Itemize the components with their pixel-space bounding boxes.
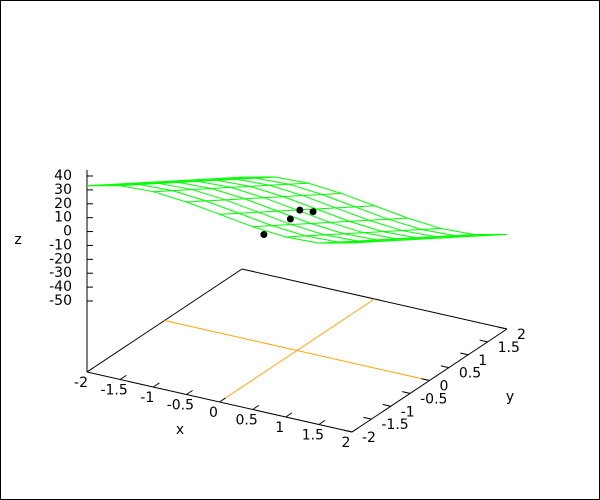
z-tick-label: 40 bbox=[54, 168, 72, 184]
y-tick-label: 1 bbox=[478, 353, 487, 369]
y-tick bbox=[440, 365, 449, 369]
surface-line bbox=[86, 176, 243, 187]
x-tick bbox=[186, 389, 193, 395]
surface-line bbox=[186, 192, 342, 203]
y-tick-label: 0 bbox=[440, 379, 449, 395]
data-point bbox=[286, 215, 294, 223]
z-tick-label: -10 bbox=[49, 237, 72, 253]
y-axis-label: y bbox=[506, 389, 514, 405]
y-tick bbox=[498, 326, 508, 330]
x-axis-label: x bbox=[176, 422, 184, 438]
data-point bbox=[309, 208, 317, 216]
z-tick-label: -30 bbox=[49, 265, 72, 281]
y-tick-label: -2 bbox=[362, 430, 376, 446]
z-tick-label: -40 bbox=[49, 279, 72, 295]
x-tick-label: 0.5 bbox=[235, 413, 257, 429]
x-tick-label: -1.5 bbox=[100, 383, 127, 399]
x-tick-label: -2 bbox=[74, 375, 88, 391]
x-tick bbox=[285, 412, 293, 418]
x-tick bbox=[119, 374, 127, 380]
y-tick-label: 1.5 bbox=[498, 340, 520, 356]
x-tick bbox=[219, 397, 226, 403]
z-tick-label: 0 bbox=[63, 224, 72, 240]
y-tick-label: 2 bbox=[517, 327, 526, 343]
x-tick-label: -0.5 bbox=[167, 398, 194, 414]
x-tick-label: 0 bbox=[209, 405, 218, 421]
x-tick bbox=[252, 404, 260, 410]
surface-line bbox=[153, 182, 309, 193]
x-tick-label: 2 bbox=[342, 435, 351, 451]
x-tick bbox=[351, 427, 359, 433]
y-tick bbox=[363, 416, 372, 420]
data-point bbox=[296, 206, 304, 214]
surface-line bbox=[318, 234, 474, 244]
data-point bbox=[260, 231, 268, 238]
x-tick-label: 1 bbox=[275, 420, 284, 436]
z-tick-label: -50 bbox=[49, 293, 72, 309]
y-tick bbox=[343, 429, 353, 433]
z-tick-label: -20 bbox=[49, 251, 72, 267]
y-tick-label: 0.5 bbox=[459, 366, 481, 382]
zero-axis bbox=[164, 320, 430, 381]
y-tick-label: -1.5 bbox=[381, 417, 408, 433]
y-tick bbox=[479, 339, 488, 343]
x-tick bbox=[86, 367, 94, 373]
x-tick-label: 1.5 bbox=[302, 428, 324, 444]
x-tick bbox=[318, 419, 326, 425]
y-tick bbox=[460, 352, 469, 356]
z-tick-label: 10 bbox=[54, 210, 72, 226]
z-tick-label: 30 bbox=[54, 182, 72, 198]
y-tick bbox=[402, 391, 411, 394]
x-tick bbox=[152, 382, 160, 388]
surface-line bbox=[285, 227, 441, 238]
surface-line bbox=[252, 217, 408, 228]
surface-line bbox=[120, 176, 276, 187]
y-tick bbox=[421, 378, 430, 381]
y-tick-label: -0.5 bbox=[420, 391, 447, 407]
surface-line bbox=[351, 233, 508, 244]
z-axis-label: z bbox=[14, 232, 21, 248]
z-tick-label: 20 bbox=[54, 196, 72, 212]
y-tick-label: -1 bbox=[401, 404, 415, 420]
y-tick bbox=[382, 403, 391, 407]
x-tick-label: -1 bbox=[140, 390, 154, 406]
